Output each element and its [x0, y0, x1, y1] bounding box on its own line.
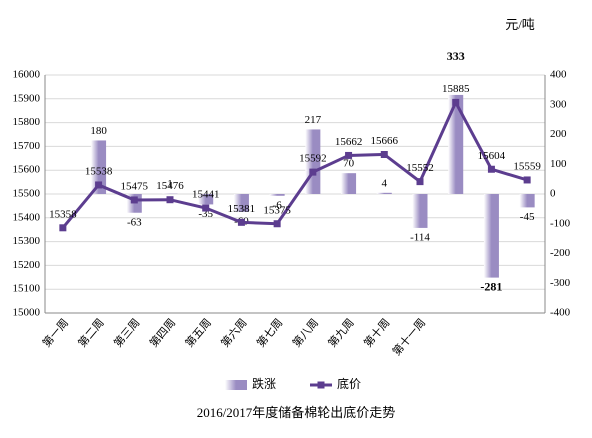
y-tick-label: 15500 — [13, 188, 41, 200]
unit-label: 元/吨 — [505, 17, 535, 32]
line-marker — [59, 224, 66, 231]
y2-tick-label: 400 — [550, 69, 567, 81]
y2-tick-label: 0 — [550, 188, 556, 200]
y-tick-label: 15200 — [13, 259, 41, 271]
y-tick-label: 15000 — [13, 307, 41, 319]
line-value-label: 15375 — [263, 204, 291, 216]
bar — [270, 194, 285, 196]
bar-value-label: -114 — [410, 231, 430, 243]
line-value-label: 15592 — [299, 153, 327, 165]
line-value-label: 15358 — [49, 208, 77, 220]
line-value-label: 15559 — [513, 160, 541, 172]
line-value-label: 15662 — [335, 136, 363, 148]
x-tick-label: 第七周 — [253, 316, 285, 350]
bar — [377, 193, 392, 194]
y2-tick-label: -200 — [550, 247, 571, 259]
y2-tick-label: 200 — [550, 128, 567, 140]
line-value-label: 15552 — [406, 162, 434, 174]
bar-value-label: 333 — [447, 49, 465, 63]
line-marker — [345, 152, 352, 159]
x-tick-label: 第二周 — [75, 316, 107, 350]
legend-swatch — [225, 380, 247, 390]
y2-tick-label: -400 — [550, 307, 571, 319]
line-value-label: 15666 — [371, 135, 399, 147]
bar-value-label: 180 — [90, 125, 107, 137]
bar-value-label: 70 — [343, 158, 355, 170]
line-marker — [309, 169, 316, 176]
line-value-label: 15538 — [85, 165, 113, 177]
chart-title: 2016/2017年度储备棉轮出底价走势 — [197, 405, 396, 420]
line-value-label: 15475 — [121, 180, 149, 192]
line-marker — [202, 205, 209, 212]
x-tick-label: 第十周 — [361, 316, 393, 350]
legend-label: 底价 — [337, 376, 361, 391]
y-tick-label: 15800 — [13, 116, 41, 128]
line-value-label: 15604 — [478, 150, 506, 162]
line-value-label: 15441 — [192, 189, 220, 201]
y2-tick-label: -100 — [550, 217, 571, 229]
y-tick-label: 15600 — [13, 164, 41, 176]
y-tick-label: 15900 — [13, 92, 41, 104]
line-marker — [131, 196, 138, 203]
line-value-label: 15885 — [442, 83, 470, 95]
legend-swatch — [318, 382, 325, 389]
y-tick-label: 15300 — [13, 235, 41, 247]
line-value-label: 15381 — [228, 203, 256, 215]
x-tick-label: 第九周 — [325, 316, 357, 350]
x-tick-label: 第五周 — [182, 316, 214, 350]
x-tick-label: 第六周 — [218, 316, 250, 350]
line-marker — [488, 166, 495, 173]
bar — [484, 194, 499, 278]
legend-label: 跌涨 — [252, 376, 276, 391]
line-marker — [452, 99, 459, 106]
x-tick-label: 第一周 — [39, 316, 71, 350]
x-tick-label: 第三周 — [111, 316, 143, 350]
bar-value-label: -45 — [520, 211, 535, 223]
y-tick-label: 15100 — [13, 283, 41, 295]
x-tick-label: 第八周 — [289, 316, 321, 350]
line-marker — [167, 196, 174, 203]
y2-tick-label: 100 — [550, 158, 567, 170]
line-value-label: 15476 — [156, 180, 184, 192]
bar-value-label: -63 — [127, 216, 142, 228]
line-marker — [274, 220, 281, 227]
line-marker — [95, 181, 102, 188]
y2-tick-label: -300 — [550, 277, 571, 289]
x-tick-label: 第四周 — [146, 316, 178, 350]
line-marker — [417, 178, 424, 185]
line-marker — [381, 151, 388, 158]
bar — [520, 194, 535, 207]
bar-value-label: 4 — [382, 177, 388, 189]
y2-tick-label: 300 — [550, 98, 567, 110]
line-marker — [524, 176, 531, 183]
y-tick-label: 16000 — [13, 69, 41, 81]
bar — [341, 173, 356, 194]
x-tick-label: 第十一周 — [389, 316, 428, 359]
y-tick-label: 15700 — [13, 140, 41, 152]
bar-value-label: 217 — [305, 114, 322, 126]
bar — [413, 194, 428, 228]
y-tick-label: 15400 — [13, 211, 41, 223]
line-marker — [238, 219, 245, 226]
bar-value-label: -281 — [480, 279, 502, 293]
